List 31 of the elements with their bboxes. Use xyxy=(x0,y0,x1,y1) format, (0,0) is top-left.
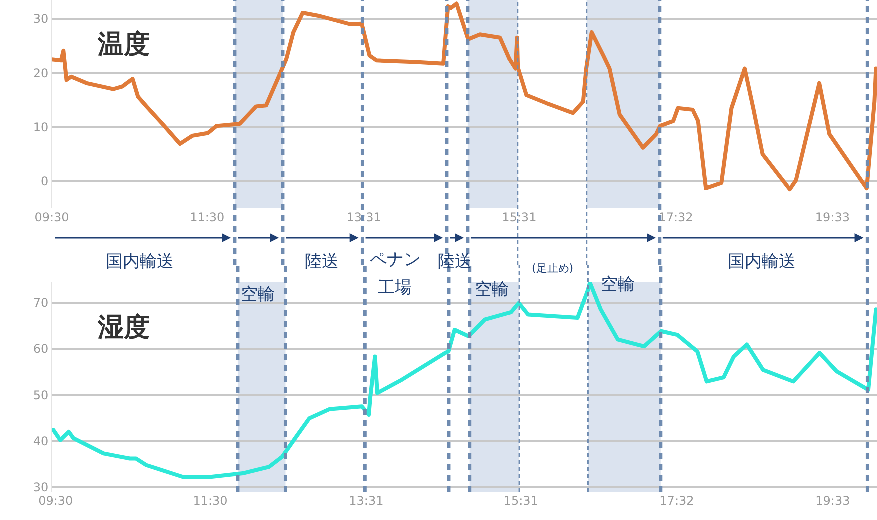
y-tick-label: 20 xyxy=(33,66,49,80)
annotation: 空輸 xyxy=(475,280,509,300)
x-tick-label: 17:32 xyxy=(660,494,694,508)
x-tick-label: 09:30 xyxy=(38,494,74,508)
annotation: 空輸 xyxy=(601,275,635,295)
y-tick-label: 70 xyxy=(33,296,49,310)
text: 陸送 xyxy=(305,252,339,272)
x-tick-label: 13:31 xyxy=(349,494,384,508)
y-tick-label: 30 xyxy=(33,480,49,495)
x-tick-label: 19:33 xyxy=(815,210,850,224)
y-tick-label: 40 xyxy=(33,434,49,448)
x-tick-label: 15:31 xyxy=(504,494,538,508)
text: ペナン xyxy=(370,250,421,270)
text: 陸送 xyxy=(438,252,472,272)
text: 温度 xyxy=(97,30,150,60)
y-tick-label: 50 xyxy=(33,388,49,402)
annotation: 空輸 xyxy=(241,285,275,305)
x-tick-label: 09:30 xyxy=(34,210,70,224)
y-tick-label: 60 xyxy=(33,342,49,356)
x-tick-label: 11:30 xyxy=(193,494,228,508)
text: 湿度 xyxy=(97,313,150,343)
annotation: 工場 xyxy=(378,278,412,298)
y-tick-label: 0 xyxy=(40,174,49,189)
text: 国内輸送 xyxy=(728,252,796,272)
y-tick-label: 30 xyxy=(33,12,49,26)
x-tick-label: 19:33 xyxy=(816,494,850,508)
text: 国内輸送 xyxy=(106,252,174,272)
text: (足止め) xyxy=(532,262,574,275)
y-tick-label: 10 xyxy=(33,120,49,134)
x-tick-label: 15:31 xyxy=(502,210,537,224)
x-tick-label: 11:30 xyxy=(190,210,225,224)
